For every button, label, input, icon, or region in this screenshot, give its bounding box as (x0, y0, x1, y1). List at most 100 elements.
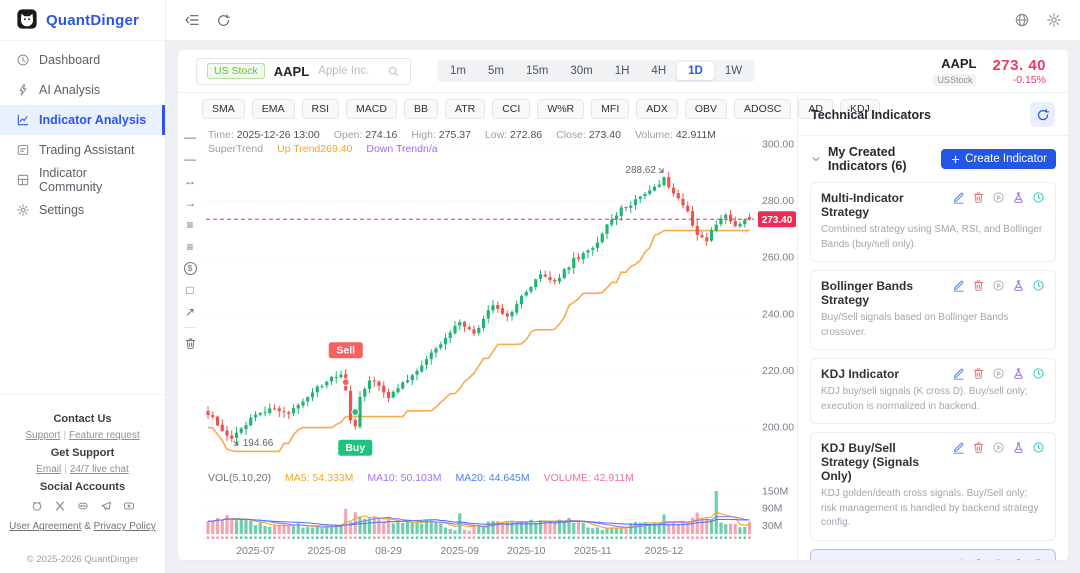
sidebar-item-trading-assistant[interactable]: Trading Assistant (0, 135, 165, 165)
cursor-line-icon[interactable]: — (184, 129, 196, 144)
history-clock-icon[interactable] (1032, 441, 1045, 454)
x-icon[interactable] (54, 500, 66, 512)
create-indicator-label: Create Indicator (965, 153, 1047, 165)
indicator-tab-ema[interactable]: EMA (251, 99, 295, 119)
channel-lines-icon[interactable]: ≡ (186, 239, 194, 254)
user-agreement-link[interactable]: User Agreement (9, 521, 82, 532)
collapse-sidebar-icon[interactable] (184, 12, 200, 28)
timeframe-15m[interactable]: 15m (525, 65, 549, 77)
indicator-tab-mfi[interactable]: MFI (591, 99, 630, 119)
youtube-icon[interactable] (123, 500, 135, 512)
history-clock-icon[interactable] (1032, 191, 1045, 204)
indicator-tab-macd[interactable]: MACD (346, 99, 397, 119)
backtest-flask-icon[interactable] (1012, 558, 1025, 560)
search-icon[interactable] (387, 65, 400, 78)
indicator-card-sma-crossover-with-four-way-signals[interactable]: SMA Crossover with Four-way SignalsSMA(1… (810, 548, 1056, 560)
history-clock-icon[interactable] (1032, 367, 1045, 380)
indicator-tab-kdj[interactable]: KDJ (839, 99, 880, 119)
overlay-info-line: SuperTrend Up Trend269.40 Down Trendn/a (208, 143, 438, 155)
settings-icon (16, 203, 30, 217)
play-icon[interactable] (992, 558, 1005, 560)
support-link[interactable]: Support (25, 430, 61, 441)
edit-icon[interactable] (952, 441, 965, 454)
timeframe-4h[interactable]: 4H (651, 65, 667, 77)
symbol-search-box[interactable]: US Stock AAPL Apple Inc. (196, 57, 411, 85)
indicator-tab-adosc[interactable]: ADOSC (734, 99, 792, 119)
timeframe-1d[interactable]: 1D (677, 62, 714, 80)
indicator-tab-bb[interactable]: BB (403, 99, 438, 119)
horizontal-line-icon[interactable]: — (184, 151, 196, 166)
trend-line-icon[interactable]: ↗ (184, 304, 196, 319)
logo[interactable]: QuantDinger (0, 0, 165, 41)
create-indicator-button[interactable]: Create Indicator (941, 149, 1056, 169)
delete-icon[interactable] (972, 191, 985, 204)
indicator-card-bollinger-bands-strategy[interactable]: Bollinger Bands Strategy Buy/Sell signals… (810, 270, 1056, 350)
indicator-tab-atr[interactable]: ATR (444, 99, 486, 119)
sidebar-item-settings[interactable]: Settings (0, 195, 165, 225)
feature-request-link[interactable]: Feature request (69, 430, 140, 441)
timeframe-1h[interactable]: 1H (614, 65, 630, 77)
indicator-tab-sma[interactable]: SMA (202, 99, 245, 119)
history-clock-icon[interactable] (1032, 279, 1045, 292)
privacy-policy-link[interactable]: Privacy Policy (93, 521, 156, 532)
sidebar-item-indicator-community[interactable]: Indicator Community (0, 165, 165, 195)
vol-ma20: MA20: 44.645M (455, 472, 530, 484)
sidebar-item-ai-analysis[interactable]: AI Analysis (0, 75, 165, 105)
price-label-icon[interactable]: $ (183, 262, 197, 275)
edit-icon[interactable] (952, 279, 965, 292)
delete-drawings-icon[interactable] (182, 336, 198, 350)
backtest-flask-icon[interactable] (1012, 441, 1025, 454)
parallel-lines-icon[interactable]: ≡ (186, 217, 194, 232)
chevron-down-icon[interactable] (810, 153, 822, 165)
indicator-tab-adx[interactable]: ADX (636, 99, 678, 119)
edit-icon[interactable] (952, 191, 965, 204)
quote-price: 273. 40 (992, 56, 1046, 74)
delete-icon[interactable] (972, 441, 985, 454)
refresh-page-icon[interactable] (216, 13, 231, 28)
telegram-icon[interactable] (100, 500, 112, 512)
measure-icon[interactable]: ↔ (184, 173, 196, 188)
backtest-flask-icon[interactable] (1012, 367, 1025, 380)
overlay-down-trend: Down Trendn/a (366, 143, 438, 155)
delete-icon[interactable] (972, 279, 985, 292)
timeframe-5m[interactable]: 5m (487, 65, 504, 77)
timeframe-1w[interactable]: 1W (724, 65, 743, 77)
sidebar-item-label: Trading Assistant (39, 143, 135, 157)
sell-signal: Sell (328, 342, 363, 387)
indicator-card-kdj-indicator[interactable]: KDJ Indicator KDJ buy/sell signals (K cro… (810, 358, 1056, 424)
chart-canvas: — — ↔ → ≡ ≡ $ □ ↗ Time: 2025-12-26 13:00 Open: 27… (178, 124, 797, 560)
backtest-flask-icon[interactable] (1012, 279, 1025, 292)
play-icon[interactable] (992, 367, 1005, 380)
sidebar-item-indicator-analysis[interactable]: Indicator Analysis (0, 105, 165, 135)
play-icon[interactable] (992, 441, 1005, 454)
play-icon[interactable] (992, 279, 1005, 292)
refresh-indicators-button[interactable] (1030, 102, 1055, 127)
discord-icon[interactable] (77, 500, 89, 512)
delete-icon[interactable] (972, 367, 985, 380)
edit-icon[interactable] (952, 558, 965, 560)
github-icon[interactable] (31, 500, 43, 512)
delete-icon[interactable] (972, 558, 985, 560)
email-link[interactable]: Email (36, 464, 62, 475)
timeframe-1m[interactable]: 1m (450, 65, 466, 77)
backtest-flask-icon[interactable] (1012, 191, 1025, 204)
play-icon[interactable] (992, 191, 1005, 204)
indicator-card-multi-indicator-strategy[interactable]: Multi-Indicator Strategy Combined strateg… (810, 182, 1056, 262)
indicator-tab-wr[interactable]: W%R (537, 99, 585, 119)
indicator-card-kdj-buy-sell-strategy-signals-only[interactable]: KDJ Buy/Sell Strategy (Signals Only) KDJ … (810, 432, 1056, 541)
content: US Stock AAPL Apple Inc. 1m 5m 15m 30m 1H 4H 1… (166, 41, 1080, 573)
indicator-tab-cci[interactable]: CCI (492, 99, 531, 119)
indicator-tab-ad[interactable]: AD (798, 99, 833, 119)
history-clock-icon[interactable] (1032, 558, 1045, 560)
svg-text:273.40: 273.40 (762, 215, 793, 226)
timeframe-30m[interactable]: 30m (570, 65, 593, 77)
sidebar-item-dashboard[interactable]: Dashboard (0, 45, 165, 75)
indicator-tab-rsi[interactable]: RSI (301, 99, 340, 119)
live-chat-link[interactable]: 24/7 live chat (69, 464, 129, 475)
language-globe-icon[interactable] (1014, 12, 1030, 28)
rectangle-icon[interactable]: □ (186, 282, 194, 297)
edit-icon[interactable] (952, 367, 965, 380)
arrow-icon[interactable]: → (184, 195, 196, 210)
settings-gear-icon[interactable] (1046, 12, 1062, 28)
indicator-tab-obv[interactable]: OBV (684, 99, 728, 119)
